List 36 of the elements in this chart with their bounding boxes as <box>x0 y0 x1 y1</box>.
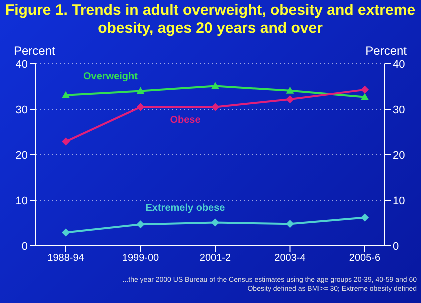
y2-tick-label: 40 <box>393 58 406 71</box>
x-tick-label: 2005-6 <box>349 253 382 264</box>
point <box>136 220 145 229</box>
point <box>286 220 294 228</box>
point <box>212 103 220 112</box>
y-tick-label: 0 <box>22 240 28 253</box>
y2-axis-title: Percent <box>366 44 407 58</box>
series-label: Obese <box>170 115 202 126</box>
point <box>62 228 70 237</box>
x-tick-label: 2003-4 <box>274 253 306 264</box>
y-axis-title: Percent <box>14 44 56 58</box>
y-tick-label: 40 <box>16 58 28 71</box>
point <box>62 91 70 98</box>
point <box>136 103 145 112</box>
point <box>212 82 220 90</box>
y2-tick-label: 10 <box>393 195 406 208</box>
y2-tick-label: 0 <box>393 240 400 253</box>
point <box>361 214 369 222</box>
series-label: Overweight <box>84 71 139 82</box>
chart-title: Figure 1. Trends in adult overweight, obesity and extreme obesity, ages 20 years and over <box>4 2 417 38</box>
point <box>212 218 220 227</box>
point <box>361 86 369 94</box>
point <box>361 93 369 100</box>
y-tick-label: 10 <box>16 195 28 208</box>
point <box>62 138 70 146</box>
y-tick-label: 30 <box>16 104 28 116</box>
y2-tick-label: 30 <box>393 104 406 116</box>
x-tick-label: 2001-2 <box>200 253 232 264</box>
point <box>136 87 145 94</box>
y-tick-label: 20 <box>16 150 28 162</box>
point <box>286 95 294 104</box>
point <box>286 86 294 94</box>
x-tick-label: 1988-94 <box>48 253 85 264</box>
x-tick-label: 1999-00 <box>122 253 160 264</box>
series-label: Extremely obese <box>146 202 226 214</box>
y2-tick-label: 20 <box>393 150 406 162</box>
